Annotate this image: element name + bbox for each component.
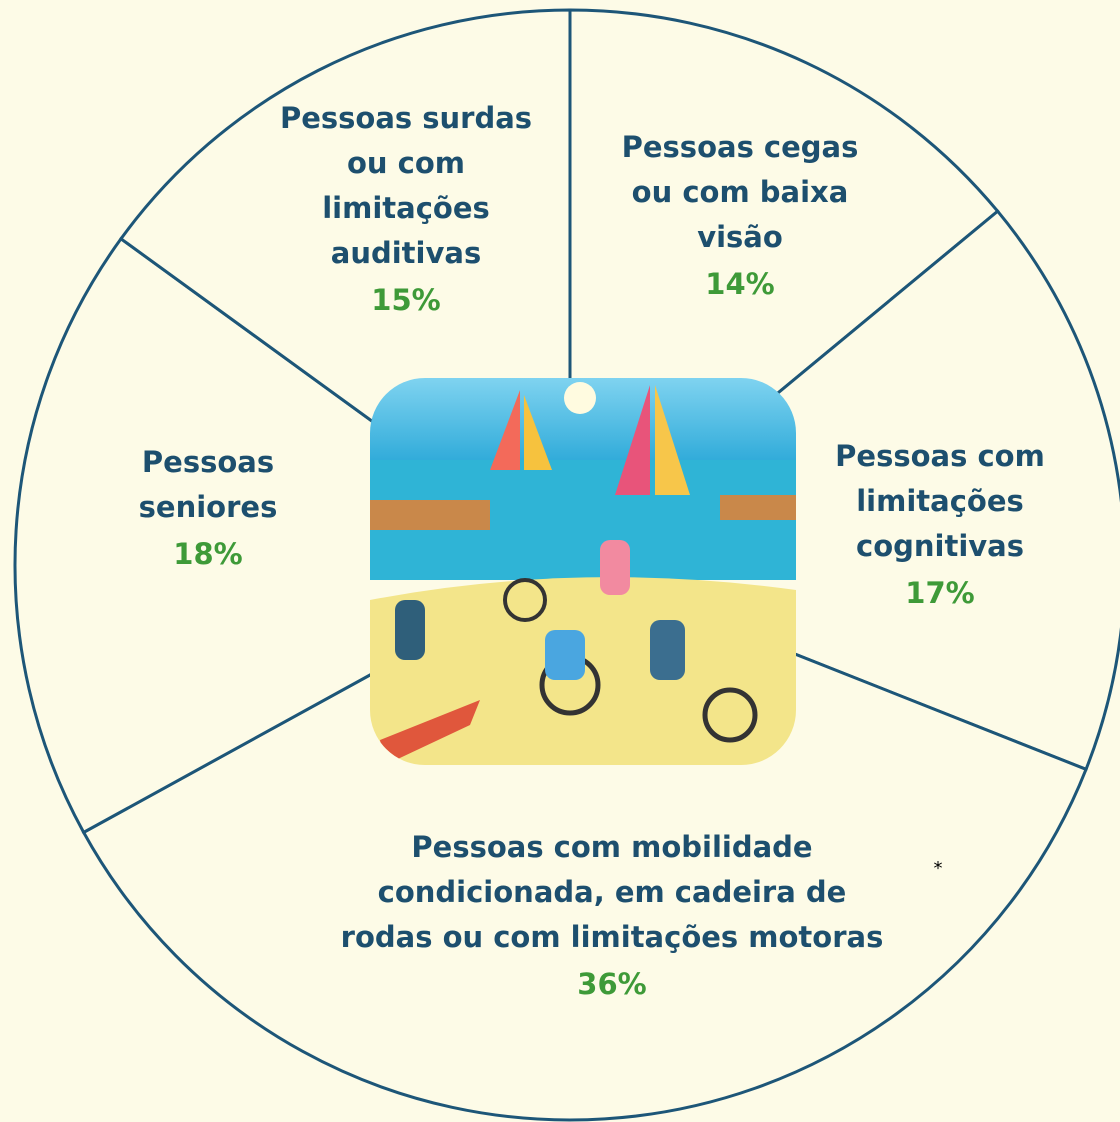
- slice-labels: Pessoas cegas ou com baixa visão 14% Pessoas…: [139, 101, 1045, 1001]
- slice: [81, 563, 1088, 1122]
- slice-label: Pessoas cegas ou com baixa visão: [622, 130, 859, 254]
- slice-label: Pessoas com mobilidade condicionada, em c…: [341, 830, 884, 954]
- center-illustration: [370, 378, 796, 765]
- slice-label: Pessoas com limitações cognitivas: [835, 439, 1045, 563]
- slice: [567, 209, 1120, 772]
- value-label: 18%: [173, 537, 242, 571]
- footnote-marker: *: [934, 858, 943, 879]
- value-label: 17%: [905, 576, 974, 610]
- value-label: 15%: [371, 283, 440, 317]
- slice: [13, 236, 573, 835]
- value-label: 36%: [577, 967, 646, 1001]
- value-label: 14%: [705, 267, 774, 301]
- slice-label: Pessoas surdas ou com limitações auditivas: [280, 101, 532, 270]
- slice-label: Pessoas seniores: [139, 445, 278, 524]
